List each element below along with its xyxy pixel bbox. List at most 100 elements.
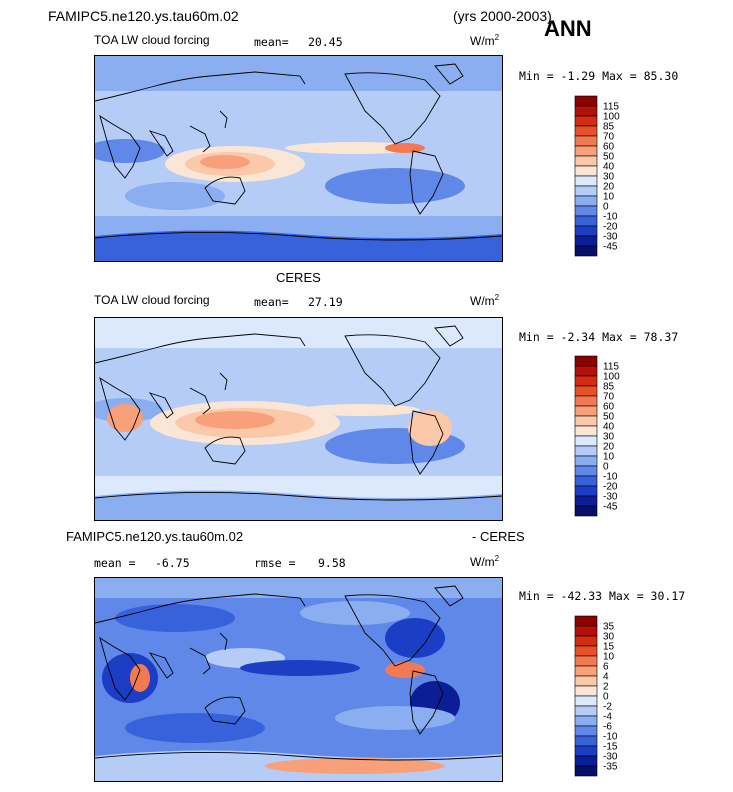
colorbar-tick-label: 60 bbox=[603, 142, 615, 153]
colorbar-swatch bbox=[574, 615, 598, 627]
colorbar-tick-label: 10 bbox=[603, 192, 615, 203]
colorbar-tick-label: -10 bbox=[603, 472, 618, 483]
colorbar-swatch bbox=[574, 475, 598, 487]
map-obs-svg bbox=[95, 318, 502, 520]
colorbar-swatch bbox=[574, 95, 598, 107]
colorbar-swatch bbox=[574, 155, 598, 167]
colorbar-tick-label: 20 bbox=[603, 442, 615, 453]
colorbar-swatch bbox=[574, 645, 598, 657]
map-model-subtropical-sp bbox=[325, 168, 465, 204]
colorbar-tick-label: -10 bbox=[603, 212, 618, 223]
colorbar-tick-label: 4 bbox=[603, 672, 609, 683]
mean-label-obs: mean= bbox=[254, 295, 289, 309]
colorbar-swatch bbox=[574, 215, 598, 227]
colorbar-swatch bbox=[574, 225, 598, 237]
units-label-obs: W/m2 bbox=[470, 293, 500, 308]
colorbar-tick-label: 0 bbox=[603, 692, 609, 703]
coast-north-america bbox=[344, 594, 441, 667]
colorbar-swatch bbox=[574, 245, 598, 257]
map-model-coastlines bbox=[95, 63, 502, 241]
colorbar-tick-label: 30 bbox=[603, 632, 615, 643]
coast-antarctica bbox=[95, 752, 502, 761]
rmse-label-diff: rmse = bbox=[254, 556, 296, 570]
map-diff-namerica-neg bbox=[385, 618, 445, 658]
colorbar-swatch bbox=[574, 365, 598, 377]
colorbar-swatch bbox=[574, 625, 598, 637]
coast-south-america bbox=[409, 670, 444, 735]
map-model-antarctica bbox=[95, 230, 502, 261]
map-obs-africa-convection bbox=[107, 404, 143, 432]
colorbar-tick-label: 40 bbox=[603, 162, 615, 173]
map-diff-npac bbox=[300, 601, 410, 625]
map-model-itcz-hotspot bbox=[385, 143, 425, 153]
coast-south-america bbox=[409, 150, 444, 215]
coast-north-america bbox=[344, 334, 441, 407]
colorbar-swatch bbox=[574, 175, 598, 187]
mean-value-diff: -6.75 bbox=[155, 556, 190, 570]
colorbar-tick-label: 10 bbox=[603, 452, 615, 463]
field-label-obs: TOA LW cloud forcing bbox=[94, 293, 210, 307]
colorbar-tick-label: 0 bbox=[603, 462, 609, 473]
map-diff-se-pac bbox=[335, 706, 455, 730]
colorbar-swatch bbox=[574, 405, 598, 417]
colorbar-swatch bbox=[574, 415, 598, 427]
colorbar-swatch bbox=[574, 495, 598, 507]
coast-australia bbox=[204, 176, 246, 205]
map-model-band-north bbox=[95, 56, 502, 91]
coast-se-asia bbox=[189, 125, 211, 153]
colorbar-swatch bbox=[574, 735, 598, 747]
colorbar-swatch bbox=[574, 355, 598, 367]
map-diff-eurasia-neg bbox=[115, 604, 235, 632]
coast-north-america bbox=[344, 72, 441, 145]
colorbar-swatch bbox=[574, 765, 598, 777]
rmse-value-diff: 9.58 bbox=[318, 556, 346, 570]
panel-title-obs: CERES bbox=[276, 270, 321, 285]
colorbar-tick-label: 35 bbox=[603, 622, 615, 633]
panel-title-diff-left: FAMIPC5.ne120.ys.tau60m.02 bbox=[66, 529, 244, 544]
map-obs-amazon-convection bbox=[408, 410, 452, 446]
years-label: (yrs 2000-2003) bbox=[453, 8, 552, 24]
colorbar-tick-label: 85 bbox=[603, 382, 615, 393]
mean-label-model: mean= bbox=[254, 35, 289, 49]
map-model-warmpool-core bbox=[200, 155, 250, 169]
colorbar-swatch bbox=[574, 195, 598, 207]
map-panel-model bbox=[94, 55, 503, 262]
coast-greenland bbox=[434, 585, 464, 607]
colorbar-tick-label: -10 bbox=[603, 732, 618, 743]
colorbar-swatch bbox=[574, 205, 598, 217]
colorbar-swatch bbox=[574, 165, 598, 177]
coast-greenland bbox=[434, 63, 464, 85]
colorbar-tick-label: 70 bbox=[603, 392, 615, 403]
map-obs-band-north bbox=[95, 318, 502, 348]
colorbar-tick-label: 85 bbox=[603, 122, 615, 133]
colorbar-swatch bbox=[574, 435, 598, 447]
map-diff-africa-pos bbox=[130, 664, 150, 692]
colorbar-tick-label: 15 bbox=[603, 642, 615, 653]
case-name-title: FAMIPC5.ne120.ys.tau60m.02 bbox=[48, 8, 239, 24]
map-diff-coastlines bbox=[95, 585, 502, 761]
colorbar-swatch bbox=[574, 105, 598, 117]
colorbar-swatch bbox=[574, 425, 598, 437]
coast-africa bbox=[99, 376, 141, 441]
map-model-subtropical-si bbox=[125, 182, 225, 210]
colorbar-swatch bbox=[574, 185, 598, 197]
colorbar-model: 115 100 85 70 60 50 40 30 20 10 0 -10 -20 -30 -45 bbox=[574, 95, 655, 258]
colorbar-swatch bbox=[574, 705, 598, 717]
map-diff-band-north bbox=[95, 578, 502, 598]
coast-eurasia-n bbox=[95, 333, 306, 364]
colorbar-tick-label: 10 bbox=[603, 652, 615, 663]
panel-title-diff-right: - CERES bbox=[472, 529, 525, 544]
coast-india bbox=[148, 652, 174, 679]
coast-australia bbox=[204, 436, 246, 465]
coast-india bbox=[148, 130, 174, 157]
season-label: ANN bbox=[544, 16, 592, 41]
colorbar-swatch bbox=[574, 455, 598, 467]
colorbar-tick-label: -20 bbox=[603, 222, 618, 233]
colorbar-tick-label: -15 bbox=[603, 742, 618, 753]
map-panel-diff bbox=[94, 577, 503, 782]
minmax-label-diff: Min = -42.33 Max = 30.17 bbox=[519, 589, 686, 603]
map-model-svg bbox=[95, 56, 502, 261]
colorbar-swatch bbox=[574, 445, 598, 457]
colorbar-tick-label: 0 bbox=[603, 202, 609, 213]
